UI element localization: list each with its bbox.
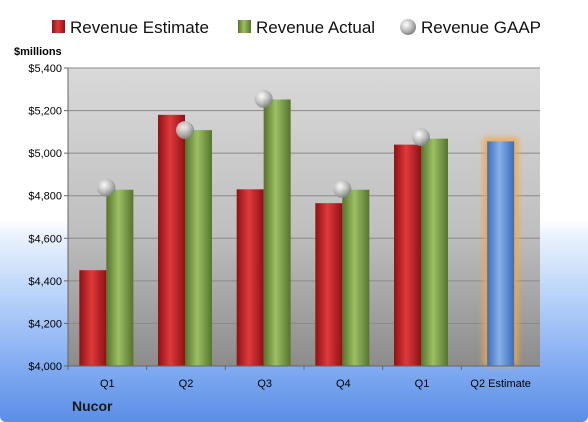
x-tick-label: Q1 bbox=[415, 378, 430, 390]
gaap-marker bbox=[333, 179, 352, 198]
x-axis: Q1 Q2 Q3 Q4 Q1 Q2 Estimate bbox=[67, 365, 540, 390]
bar-estimate bbox=[236, 189, 264, 366]
gaap-marker bbox=[97, 178, 116, 197]
legend-label-gaap: Revenue GAAP bbox=[421, 18, 541, 37]
units-label: $millions bbox=[14, 46, 62, 58]
bar-actual bbox=[263, 99, 291, 366]
bars bbox=[79, 99, 519, 366]
bar-actual bbox=[342, 189, 370, 366]
bar-estimate bbox=[394, 144, 421, 366]
bar-estimate bbox=[158, 114, 185, 366]
legend-swatch-actual bbox=[238, 20, 251, 33]
gaap-marker bbox=[412, 128, 430, 147]
legend: Revenue Estimate Revenue Actual Revenue … bbox=[52, 18, 541, 37]
x-tick-label: Q3 bbox=[257, 378, 272, 390]
y-axis: $4,000 $4,200 $4,400 $4,600 $4,800 $5,000 $5,2… bbox=[28, 63, 69, 373]
legend-swatch-gaap bbox=[400, 19, 416, 35]
legend-swatch-estimate bbox=[52, 20, 65, 33]
gaap-marker bbox=[176, 121, 194, 140]
bar-actual bbox=[421, 138, 448, 366]
y-tick-label: $5,200 bbox=[28, 106, 62, 118]
y-tick-label: $4,400 bbox=[28, 276, 62, 288]
gridlines bbox=[68, 67, 540, 367]
x-tick-label: Q4 bbox=[336, 378, 351, 390]
bar-estimate bbox=[79, 270, 107, 366]
bar-projection bbox=[487, 141, 515, 366]
y-tick-label: $5,400 bbox=[28, 63, 62, 75]
x-tick-label: Q2 Estimate bbox=[470, 378, 531, 390]
company-label: Nucor bbox=[72, 398, 113, 414]
y-tick-label: $4,600 bbox=[28, 233, 62, 245]
y-tick-label: $4,800 bbox=[28, 191, 62, 203]
x-tick-label: Q2 bbox=[179, 378, 194, 390]
y-tick-label: $4,000 bbox=[28, 361, 62, 373]
gaap-marker bbox=[254, 89, 273, 108]
y-tick-label: $5,000 bbox=[28, 148, 62, 160]
bar-estimate bbox=[315, 203, 343, 366]
y-tick-label: $4,200 bbox=[28, 318, 62, 330]
x-tick-label: Q1 bbox=[100, 378, 115, 390]
bar-actual bbox=[185, 130, 212, 366]
gaap-markers bbox=[97, 89, 430, 198]
legend-label-actual: Revenue Actual bbox=[256, 18, 375, 37]
plot-area bbox=[68, 68, 540, 366]
legend-label-estimate: Revenue Estimate bbox=[70, 18, 209, 37]
bar-actual bbox=[106, 189, 134, 366]
